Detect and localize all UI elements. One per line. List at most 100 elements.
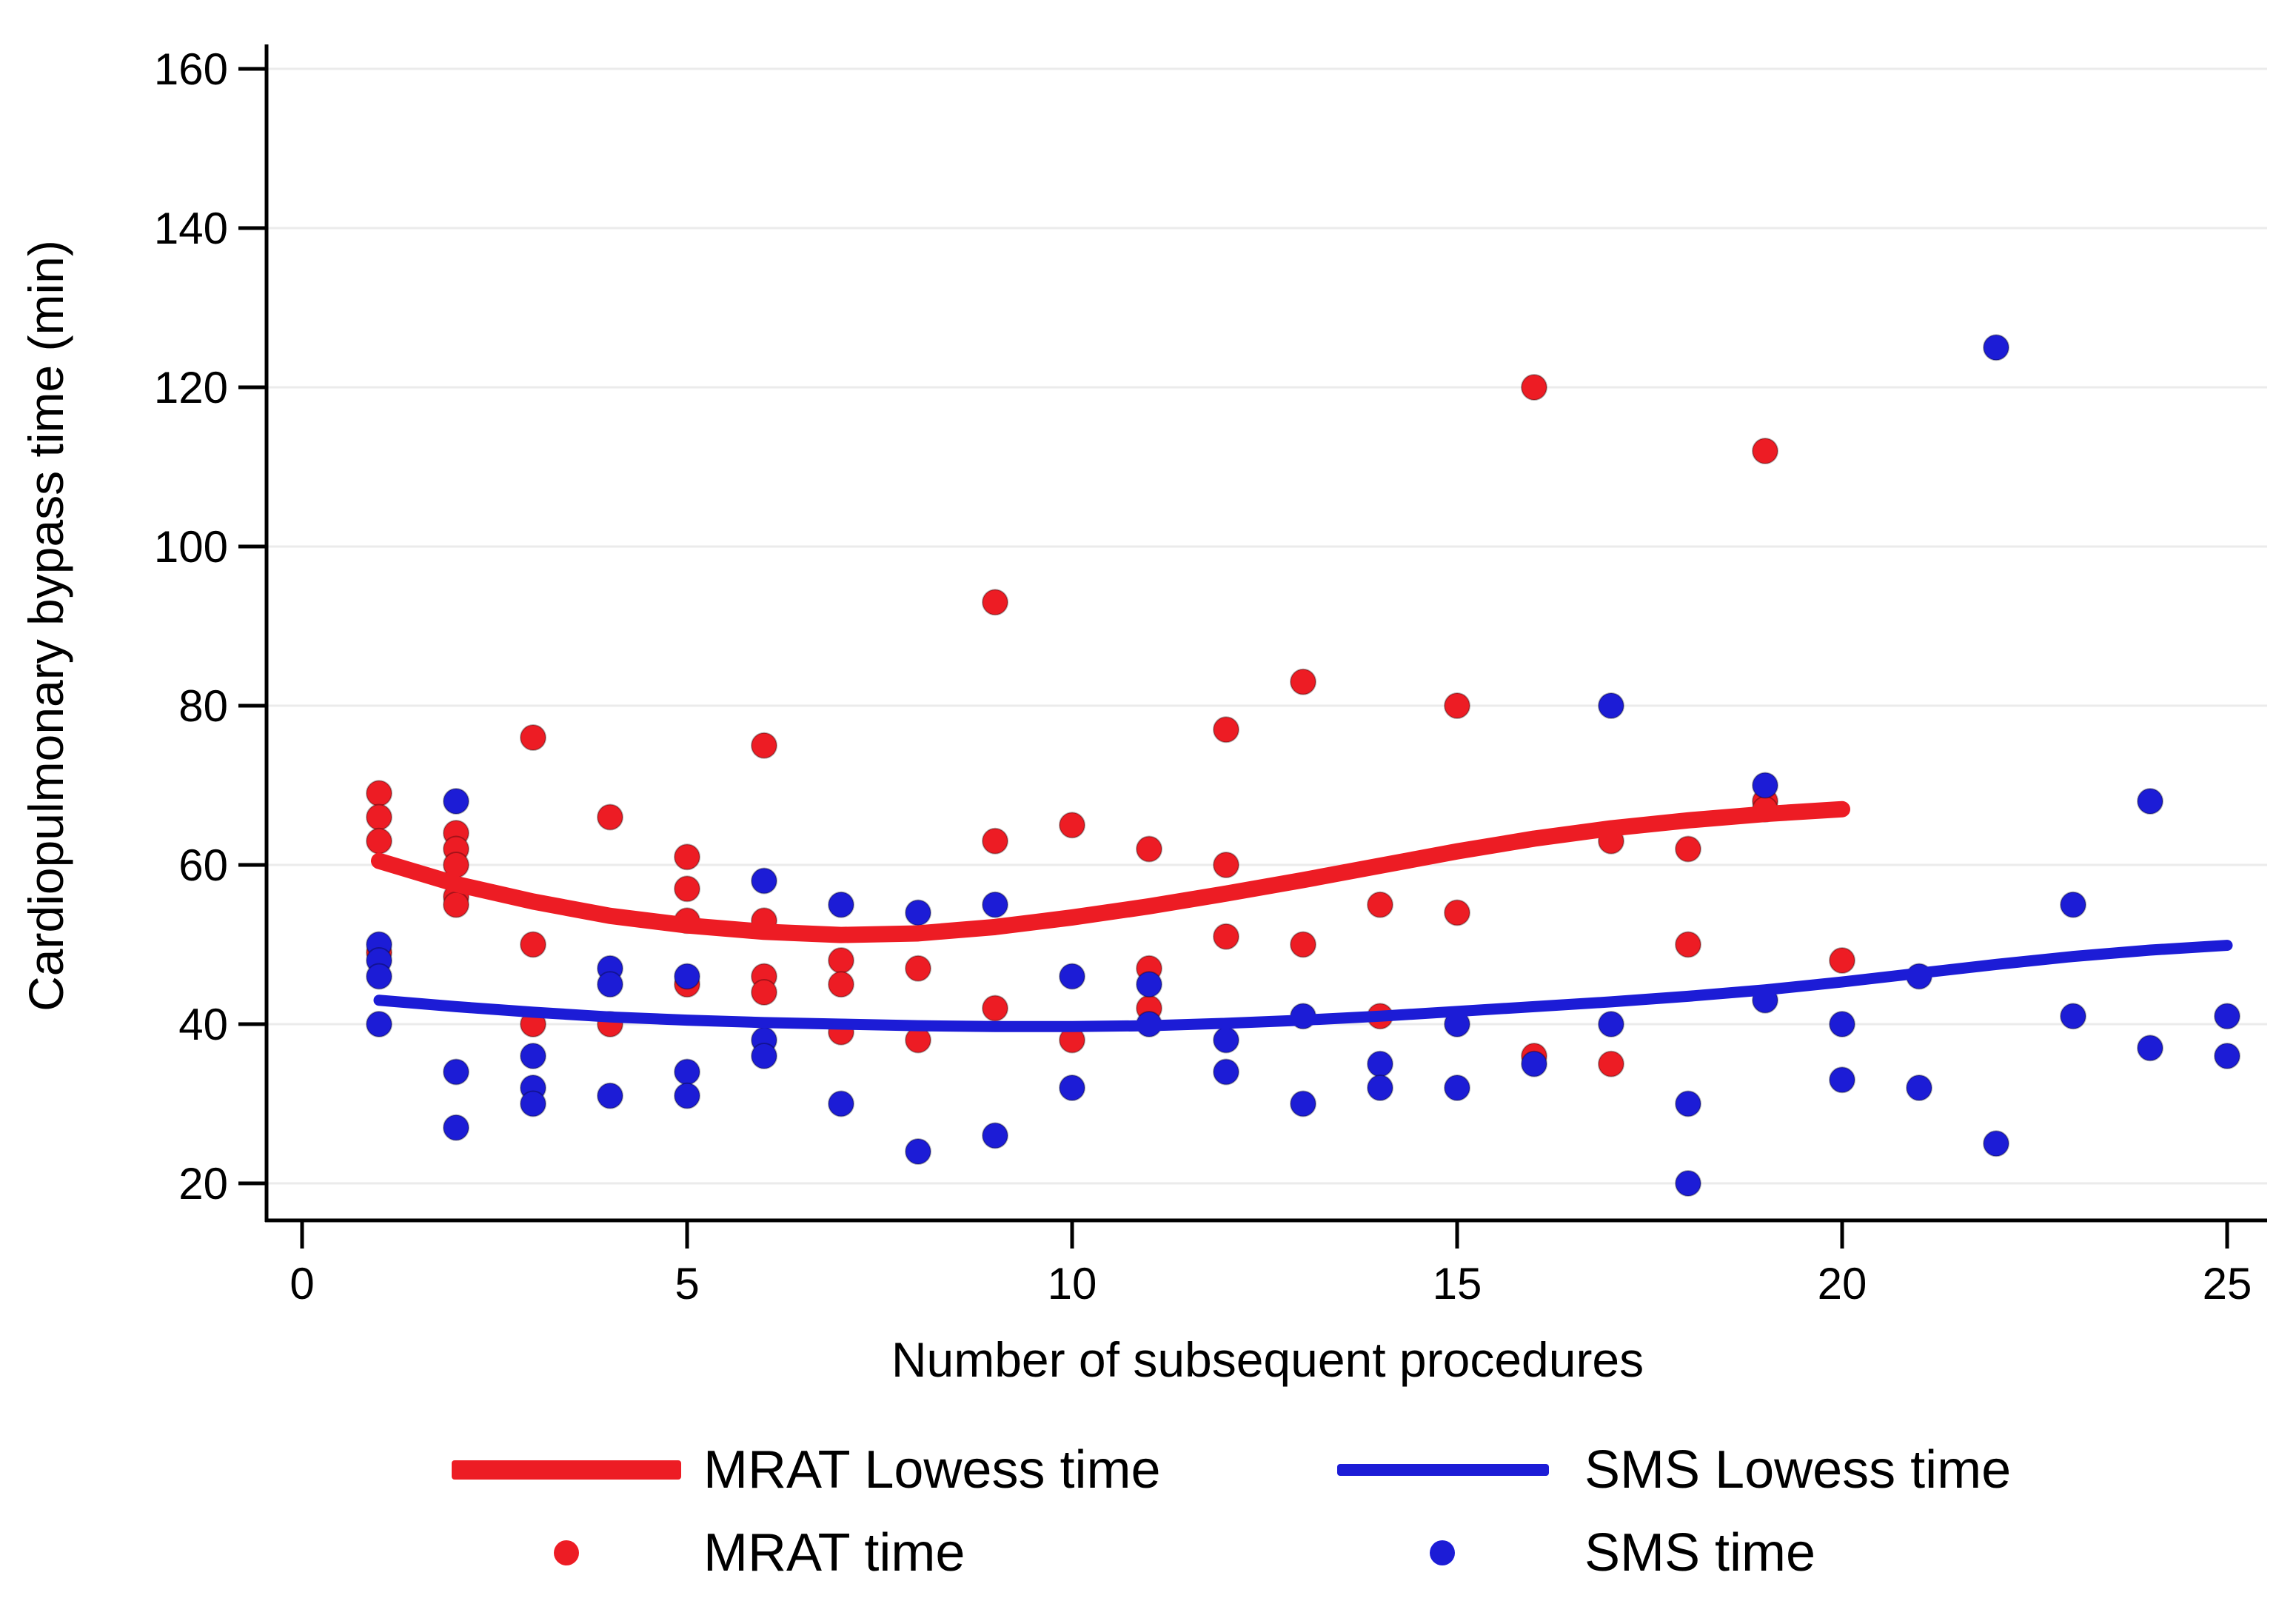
x-tick-label-25: 25	[2203, 1259, 2252, 1308]
x-tick-label-5: 5	[675, 1259, 699, 1308]
sms-time-point	[2060, 891, 2086, 918]
sms-time-point	[443, 788, 469, 815]
sms-time-point	[1213, 1058, 1239, 1086]
mrat-time-point	[366, 803, 392, 831]
sms-time-point	[1367, 1074, 1393, 1101]
sms-time-point	[443, 1114, 469, 1141]
y-tick-label-140: 140	[154, 204, 228, 253]
mrat-lowess-time-curve	[371, 800, 1850, 943]
sms-time-point	[2214, 1003, 2240, 1030]
mrat-time-point	[366, 780, 392, 807]
sms-lowess-legend-label: SMS Lowess time	[1584, 1440, 2012, 1500]
mrat-time-point	[751, 979, 777, 1006]
mrat-time-point	[828, 947, 854, 974]
mrat-time-point	[597, 803, 623, 831]
mrat-time-point	[1213, 716, 1239, 743]
y-tick-label-40: 40	[178, 1000, 228, 1049]
y-tick-label-80: 80	[178, 681, 228, 731]
sms-time-point	[905, 899, 931, 926]
sms-time-point	[2214, 1043, 2240, 1069]
mrat-time-point	[674, 875, 700, 903]
sms-points-legend-label: SMS time	[1584, 1523, 1816, 1582]
mrat-time-point	[1059, 812, 1085, 839]
mrat-time-point	[1675, 931, 1701, 958]
mrat-time-point	[674, 843, 700, 871]
sms-time-point	[905, 1138, 931, 1165]
sms-time-point	[2137, 1035, 2163, 1062]
mrat-time-point	[1213, 923, 1239, 950]
mrat-time-point	[982, 589, 1008, 616]
sms-time-point	[1136, 971, 1162, 998]
sms-time-point	[1598, 1011, 1624, 1037]
mrat-time-point	[1675, 835, 1701, 863]
mrat-time-point	[1521, 374, 1547, 401]
sms-lowess-legend-swatch	[1337, 1464, 1549, 1476]
sms-time-point	[2137, 788, 2163, 815]
mrat-time-point	[1829, 947, 1855, 974]
sms-time-point	[443, 1058, 469, 1086]
sms-time-point	[1829, 1066, 1855, 1094]
sms-time-point	[1213, 1026, 1239, 1054]
sms-time-point	[520, 1043, 546, 1069]
mrat-time-point	[366, 827, 392, 855]
sms-time-point	[674, 1058, 700, 1086]
x-tick-label-20: 20	[1818, 1259, 1867, 1308]
mrat-time-point	[1367, 891, 1393, 918]
sms-time-point	[751, 867, 777, 895]
mrat-time-point	[520, 724, 546, 751]
sms-time-point	[828, 1090, 854, 1117]
sms-lowess-time-curve	[373, 940, 2233, 1032]
sms-time-point	[1983, 334, 2009, 361]
sms-time-point	[597, 1082, 623, 1109]
x-tick-label-0: 0	[289, 1259, 314, 1308]
sms-time-point	[1675, 1170, 1701, 1197]
mrat-time-point	[828, 971, 854, 998]
mrat-time-point	[905, 955, 931, 982]
mrat-dot-legend-swatch	[554, 1540, 579, 1565]
mrat-time-point	[1598, 1050, 1624, 1077]
sms-time-point	[1983, 1130, 2009, 1157]
mrat-lowess-legend-swatch	[452, 1460, 681, 1480]
x-tick-label-10: 10	[1048, 1259, 1097, 1308]
sms-time-point	[1367, 1050, 1393, 1077]
sms-time-point	[366, 963, 392, 990]
sms-time-point	[1444, 1074, 1470, 1101]
mrat-time-point	[982, 995, 1008, 1022]
mrat-time-point	[1213, 852, 1239, 878]
y-tick-label-160: 160	[154, 44, 228, 94]
mrat-time-point	[751, 732, 777, 759]
sms-time-point	[366, 1011, 392, 1037]
mrat-time-point	[1444, 899, 1470, 926]
sms-time-point	[1290, 1090, 1316, 1117]
y-tick-label-120: 120	[154, 363, 228, 412]
sms-dot-legend-swatch	[1430, 1540, 1455, 1565]
sms-time-point	[1829, 1011, 1855, 1037]
sms-time-point	[674, 963, 700, 990]
sms-time-point	[1752, 772, 1778, 799]
y-tick-label-60: 60	[178, 840, 228, 890]
x-tick-label-15: 15	[1433, 1259, 1482, 1308]
mrat-time-point	[1290, 931, 1316, 958]
x-axis-title: Number of subsequent procedures	[891, 1332, 1644, 1387]
sms-time-point	[1675, 1090, 1701, 1117]
sms-time-point	[597, 971, 623, 998]
sms-time-point	[1059, 963, 1085, 990]
sms-time-point	[1059, 1074, 1085, 1101]
mrat-time-point	[1444, 692, 1470, 719]
sms-time-point	[982, 891, 1008, 918]
mrat-points-legend-label: MRAT time	[703, 1523, 965, 1582]
mrat-lowess-legend-label: MRAT Lowess time	[703, 1440, 1161, 1500]
mrat-time-point	[1752, 438, 1778, 464]
sms-time-point	[1521, 1050, 1547, 1077]
sms-time-point	[1598, 692, 1624, 719]
sms-time-point	[751, 1043, 777, 1069]
mrat-time-point	[1136, 835, 1162, 863]
mrat-time-point	[982, 827, 1008, 855]
mrat-time-point	[1290, 668, 1316, 695]
y-tick-label-20: 20	[178, 1159, 228, 1209]
y-tick-label-100: 100	[154, 522, 228, 572]
sms-time-point	[674, 1082, 700, 1109]
